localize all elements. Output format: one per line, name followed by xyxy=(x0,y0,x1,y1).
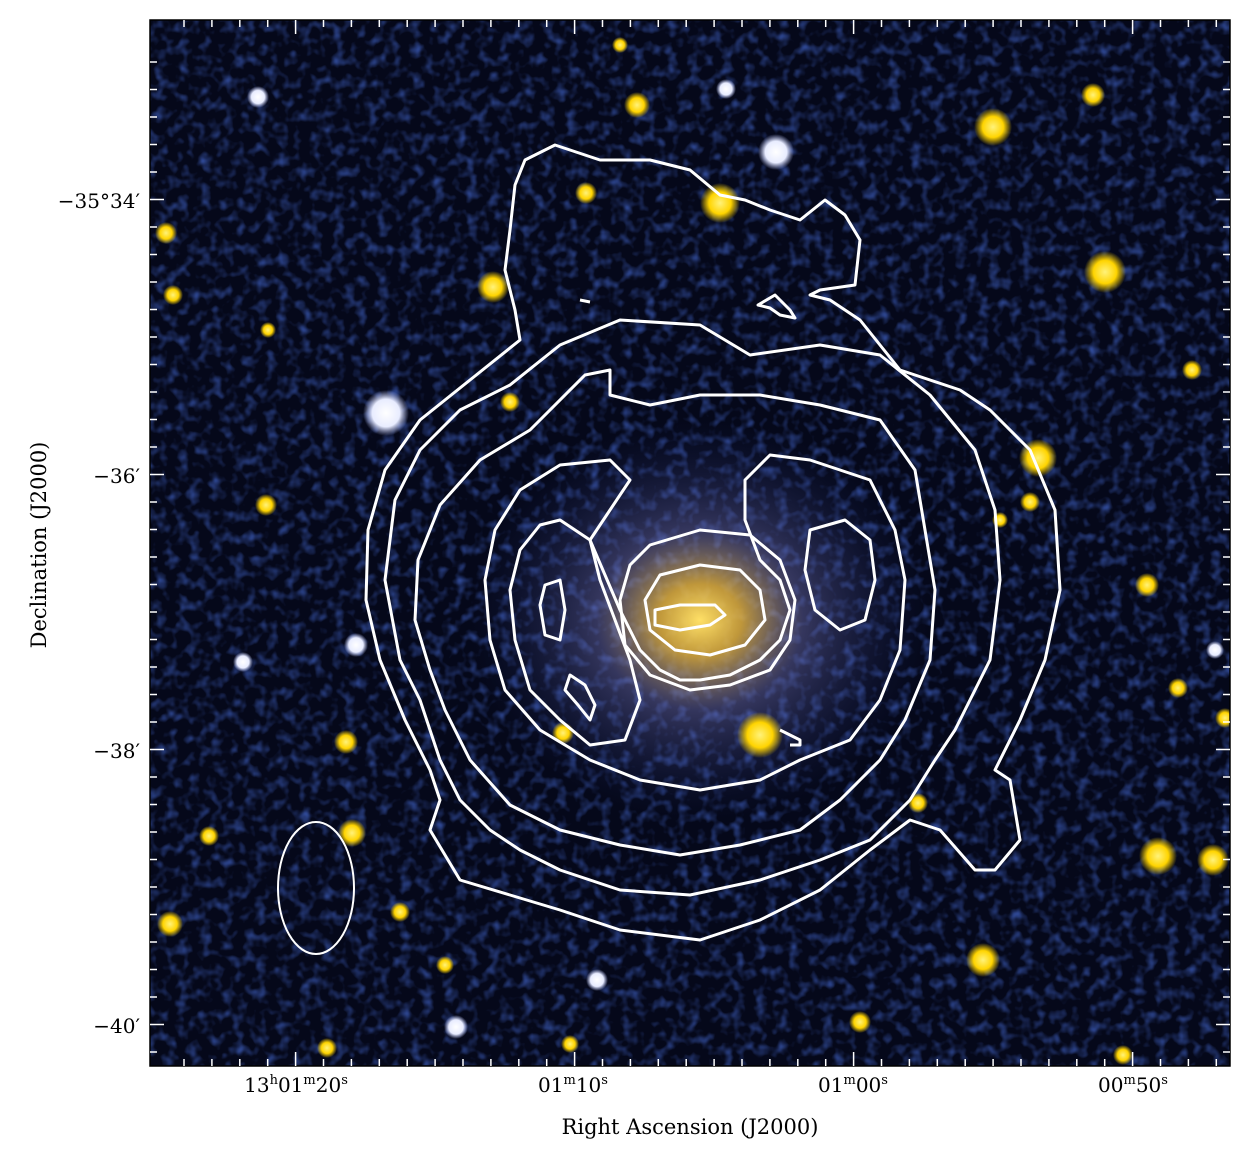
central-galaxy xyxy=(470,420,930,820)
y-tick-label: −40′ xyxy=(93,1014,140,1038)
contour-level-5 xyxy=(508,518,642,747)
contours xyxy=(364,143,1062,942)
stars xyxy=(155,37,1230,1065)
yellow-star xyxy=(966,943,1000,977)
y-tick-label: −38′ xyxy=(93,739,140,763)
yellow-star xyxy=(1215,708,1230,728)
yellow-star xyxy=(575,182,597,204)
yellow-star xyxy=(1135,573,1159,597)
y-tick-label: −36′ xyxy=(93,464,140,488)
contour-level-5b xyxy=(618,528,797,692)
x-tick-label: 01m10s xyxy=(538,1073,608,1097)
beam-ellipse xyxy=(277,821,355,955)
white-star xyxy=(247,86,269,108)
y-tick-labels: −35°34′ −36′ −38′ −40′ xyxy=(58,189,141,1038)
yellow-star xyxy=(199,826,219,846)
yellow-star xyxy=(1020,492,1040,512)
yellow-star xyxy=(624,92,650,118)
yellow-star xyxy=(500,392,520,412)
yellow-star xyxy=(561,1035,579,1053)
plot-frame xyxy=(149,19,1231,1067)
yellow-star xyxy=(1139,837,1177,875)
sky-image xyxy=(150,20,1230,1066)
yellow-star xyxy=(157,911,183,937)
white-star xyxy=(586,969,608,991)
yellow-star xyxy=(163,285,183,305)
yellow-star xyxy=(1168,678,1188,698)
yellow-star xyxy=(1084,251,1126,293)
yellow-star xyxy=(255,494,277,516)
yellow-star xyxy=(338,819,366,847)
x-tick-label: 00m50s xyxy=(1098,1073,1168,1097)
yellow-star xyxy=(1197,844,1229,876)
yellow-star xyxy=(1081,83,1105,107)
yellow-star xyxy=(974,108,1012,146)
yellow-star xyxy=(737,712,783,758)
axis-ticks xyxy=(150,20,1230,1066)
yellow-star xyxy=(317,1038,337,1058)
yellow-star xyxy=(1113,1045,1133,1065)
x-axis-title: Right Ascension (J2000) xyxy=(562,1115,819,1139)
yellow-star xyxy=(334,730,358,754)
white-star xyxy=(716,79,736,99)
contour-fragment-star xyxy=(779,728,802,747)
yellow-star xyxy=(260,322,276,338)
yellow-star xyxy=(436,956,454,974)
x-tick-label: 01m00s xyxy=(818,1073,888,1097)
contour-level-6 xyxy=(643,563,767,657)
x-tick-labels: 13h01m20s 01m10s 01m00s 00m50s xyxy=(244,1073,1168,1097)
white-star xyxy=(444,1015,468,1039)
contour-level-2 xyxy=(383,318,1002,897)
contour-fragment-top xyxy=(579,298,591,304)
contour-level-1 xyxy=(364,143,1062,942)
y-tick-label: −35°34′ xyxy=(58,189,141,213)
yellow-star xyxy=(390,902,410,922)
contour-level-7 xyxy=(653,603,727,632)
white-star xyxy=(1206,641,1224,659)
white-star xyxy=(363,390,409,436)
contour-peak-sw xyxy=(563,673,597,722)
white-star xyxy=(344,633,368,657)
yellow-star xyxy=(155,222,177,244)
yellow-star xyxy=(1182,360,1202,380)
contour-level-4 xyxy=(483,453,907,792)
y-axis-title: Declination (J2000) xyxy=(27,442,51,649)
yellow-star xyxy=(477,271,509,303)
yellow-star xyxy=(700,183,740,223)
contour-level-3 xyxy=(413,368,937,857)
contour-peak-east xyxy=(803,518,877,632)
yellow-star xyxy=(849,1011,871,1033)
contour-peak-west xyxy=(538,578,567,642)
x-tick-label: 13h01m20s xyxy=(244,1073,348,1097)
yellow-star xyxy=(612,37,628,53)
white-star xyxy=(233,652,253,672)
white-star xyxy=(758,134,794,170)
contour-fragment-small xyxy=(756,293,797,320)
